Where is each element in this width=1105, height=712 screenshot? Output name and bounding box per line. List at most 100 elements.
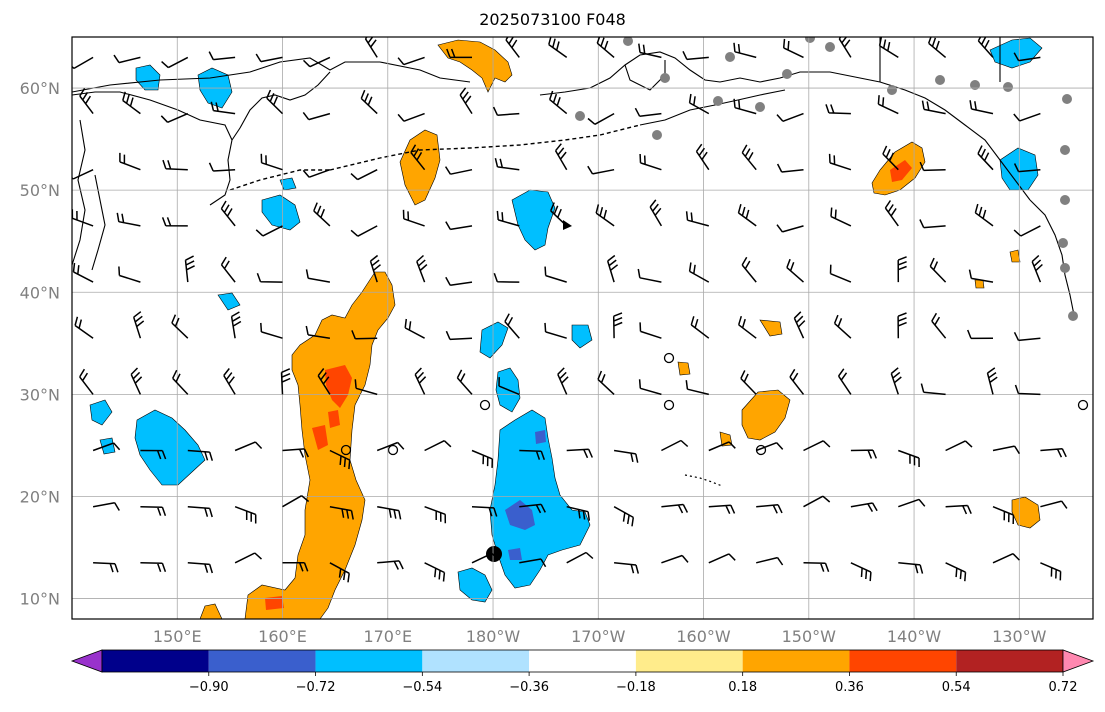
wind-barb xyxy=(829,264,852,283)
wind-barb xyxy=(737,204,757,227)
wind-barb xyxy=(786,258,804,283)
wind-barb xyxy=(162,159,188,171)
wind-barb xyxy=(220,200,236,227)
wind-barb xyxy=(351,330,378,340)
wind-barb xyxy=(208,51,236,61)
wind-barb xyxy=(266,89,284,115)
wind-barb xyxy=(945,562,967,582)
wind-barb xyxy=(803,495,831,508)
colorbar-extend-high xyxy=(1062,649,1095,673)
wind-barb xyxy=(519,449,546,460)
lat-tick-label: 50°N xyxy=(20,181,60,200)
wind-barb xyxy=(597,370,615,395)
wind-barb xyxy=(637,268,662,283)
wind-barb xyxy=(638,43,662,59)
wind-barb xyxy=(410,144,426,171)
strong-positive-regions xyxy=(265,160,912,610)
lon-tick-label: 140°W xyxy=(887,627,942,646)
wind-barb xyxy=(803,562,830,572)
wind-barbs xyxy=(72,37,1068,583)
wind-barb xyxy=(92,502,120,511)
negative-region-west xyxy=(134,409,206,486)
wind-barb xyxy=(682,50,709,61)
colorbar-box xyxy=(422,650,530,672)
wind-barb xyxy=(302,168,331,178)
lat-tick-label: 60°N xyxy=(20,79,60,98)
colorbar-labels: −0.90 −0.72 −0.54 −0.36 −0.18 0.18 0.36 0.54 0.7… xyxy=(189,672,1077,695)
wind-barb xyxy=(639,153,662,171)
wind-barb xyxy=(830,207,852,227)
wind-barb xyxy=(220,256,236,283)
wind-barb xyxy=(424,440,452,452)
wind-barb xyxy=(1014,384,1041,396)
wind-barb xyxy=(741,144,757,171)
lon-tick-label: 170°E xyxy=(363,627,412,646)
wind-barb xyxy=(803,440,831,452)
wind-barb xyxy=(1040,562,1062,581)
wind-barb xyxy=(255,53,283,63)
wind-barb xyxy=(72,262,94,283)
colorbar-box xyxy=(315,650,423,672)
wind-barb xyxy=(187,505,213,518)
wind-barb xyxy=(992,445,1021,455)
wind-barb xyxy=(505,37,520,58)
map-title: 2025073100 F048 xyxy=(479,10,626,29)
wind-barb xyxy=(446,48,472,59)
positive-region-coast-2 xyxy=(974,279,985,289)
wind-barb xyxy=(898,562,924,574)
colorbar-tick-label: −0.72 xyxy=(296,680,336,695)
wind-barb xyxy=(116,212,141,227)
wind-barb xyxy=(282,448,309,458)
colorbar-tick-label: 0.54 xyxy=(942,680,971,695)
wind-barb xyxy=(708,553,736,564)
wind-barb xyxy=(776,112,804,123)
wind-barb xyxy=(504,313,520,339)
wind-barb xyxy=(661,554,689,564)
lon-tick-label: 130°W xyxy=(992,627,1047,646)
wind-barb xyxy=(140,449,167,460)
wind-barb xyxy=(967,329,994,340)
wind-barb xyxy=(931,312,947,339)
coast-north-america-west xyxy=(1029,199,1076,321)
wind-barb xyxy=(968,269,994,283)
wind-barb xyxy=(445,276,473,286)
wind-barb xyxy=(688,262,710,283)
wind-barb xyxy=(234,441,263,452)
lat-tick-label: 20°N xyxy=(20,487,60,506)
wind-barb xyxy=(882,145,899,171)
colorbar xyxy=(70,649,1095,673)
wind-barb xyxy=(838,37,852,58)
wind-barb xyxy=(360,89,378,115)
colorbar-box xyxy=(529,650,636,672)
negative-region-yukon xyxy=(989,37,1043,69)
colorbar-box xyxy=(208,650,316,672)
wind-barb xyxy=(354,379,378,396)
colorbar-box xyxy=(956,650,1063,672)
wind-barb xyxy=(376,441,405,452)
wind-barb xyxy=(945,440,973,452)
wind-barb xyxy=(878,37,899,59)
hawaiian-islands xyxy=(684,474,723,487)
wind-barb xyxy=(828,153,852,171)
positive-region-small-center xyxy=(677,361,691,376)
wind-barb xyxy=(72,56,94,70)
wind-barb xyxy=(544,266,567,283)
wind-barb xyxy=(280,368,291,395)
negative-region-mid-2 xyxy=(479,321,509,359)
wind-barb xyxy=(494,158,520,171)
coast-japan-sakhalin xyxy=(72,119,86,266)
wind-barb xyxy=(920,383,946,396)
negative-region-south xyxy=(457,567,493,603)
wind-barb xyxy=(424,505,447,524)
wind-barb xyxy=(613,449,639,463)
wind-barb xyxy=(557,367,569,395)
wind-barb xyxy=(741,256,757,283)
wind-barb xyxy=(897,256,907,283)
wind-barb xyxy=(493,273,520,283)
lon-tick-label: 160°W xyxy=(676,627,731,646)
wind-barb xyxy=(566,448,593,459)
lat-tick-label: 30°N xyxy=(20,385,60,404)
storm-center-marker xyxy=(486,546,502,562)
wind-barb xyxy=(456,369,473,395)
colorbar-extend-low xyxy=(70,649,103,673)
